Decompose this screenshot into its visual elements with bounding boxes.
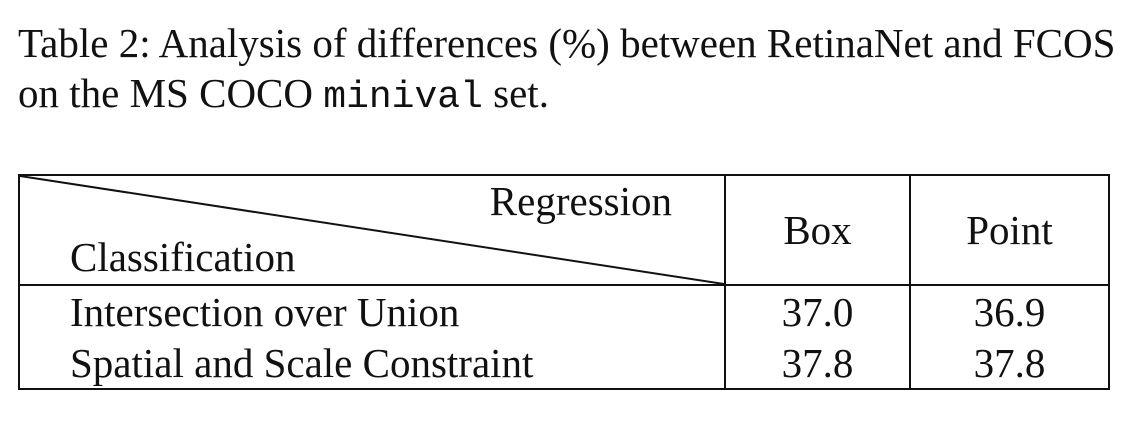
- column-header-point: Point: [909, 174, 1110, 286]
- cell-iou-point: 36.9: [909, 284, 1110, 337]
- diagonal-header-cell: Regression Classification: [18, 174, 726, 286]
- row-label-spatial-scale: Spatial and Scale Constraint: [18, 337, 726, 390]
- results-table-container: Regression Classification Box Point Inte…: [18, 174, 1110, 390]
- results-table: Regression Classification Box Point Inte…: [18, 174, 1110, 390]
- caption-mono-term: minival: [323, 76, 483, 119]
- table-header-row: Regression Classification Box Point: [18, 174, 1110, 286]
- table-row: Intersection over Union 37.0 36.9: [18, 284, 1110, 337]
- cell-spatial-box: 37.8: [724, 337, 911, 390]
- row-label-iou: Intersection over Union: [18, 284, 726, 337]
- cell-iou-box: 37.0: [724, 284, 911, 337]
- caption-suffix: set.: [493, 70, 549, 116]
- caption-prefix: Table 2: Analysis of differences (%) bet…: [18, 20, 1116, 116]
- regression-header-label: Regression: [489, 178, 672, 224]
- table-row: Spatial and Scale Constraint 37.8 37.8: [18, 337, 1110, 390]
- cell-spatial-point: 37.8: [909, 337, 1110, 390]
- column-header-box: Box: [724, 174, 911, 286]
- diagonal-divider: [20, 176, 724, 284]
- classification-header-label: Classification: [70, 234, 296, 280]
- table-caption: Table 2: Analysis of differences (%) bet…: [18, 18, 1130, 123]
